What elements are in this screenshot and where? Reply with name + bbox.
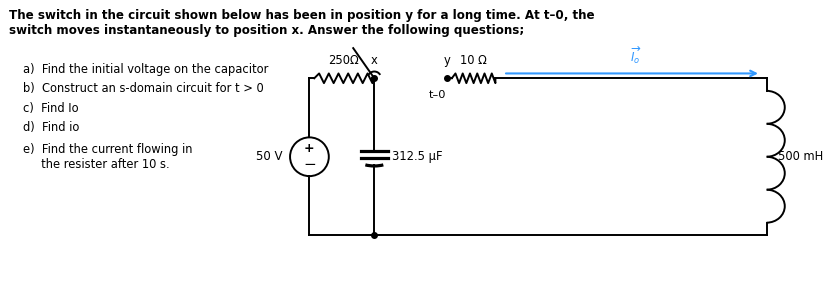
Text: c)  Find Io: c) Find Io: [22, 102, 79, 114]
Text: $\overrightarrow{I_o}$: $\overrightarrow{I_o}$: [629, 44, 641, 66]
Text: 250Ω: 250Ω: [327, 54, 358, 67]
Text: b)  Construct an s-domain circuit for t > 0: b) Construct an s-domain circuit for t >…: [22, 82, 263, 95]
Text: +: +: [304, 142, 314, 156]
Text: the resister after 10 s.: the resister after 10 s.: [22, 158, 169, 171]
Text: a)  Find the initial voltage on the capacitor: a) Find the initial voltage on the capac…: [22, 63, 268, 76]
Text: switch moves instantaneously to position x. Answer the following questions;: switch moves instantaneously to position…: [9, 24, 523, 37]
Text: −: −: [303, 157, 315, 172]
Text: 500 mH: 500 mH: [777, 150, 823, 163]
Text: d)  Find io: d) Find io: [22, 121, 79, 134]
Text: t–0: t–0: [428, 90, 446, 100]
Text: e)  Find the current flowing in: e) Find the current flowing in: [22, 143, 192, 156]
Text: y: y: [443, 54, 450, 67]
Text: 50 V: 50 V: [256, 150, 282, 163]
Text: 312.5 μF: 312.5 μF: [391, 150, 442, 163]
Text: 10 Ω: 10 Ω: [460, 54, 486, 67]
Text: The switch in the circuit shown below has been in position y for a long time. At: The switch in the circuit shown below ha…: [9, 9, 594, 21]
Text: x: x: [370, 54, 377, 67]
